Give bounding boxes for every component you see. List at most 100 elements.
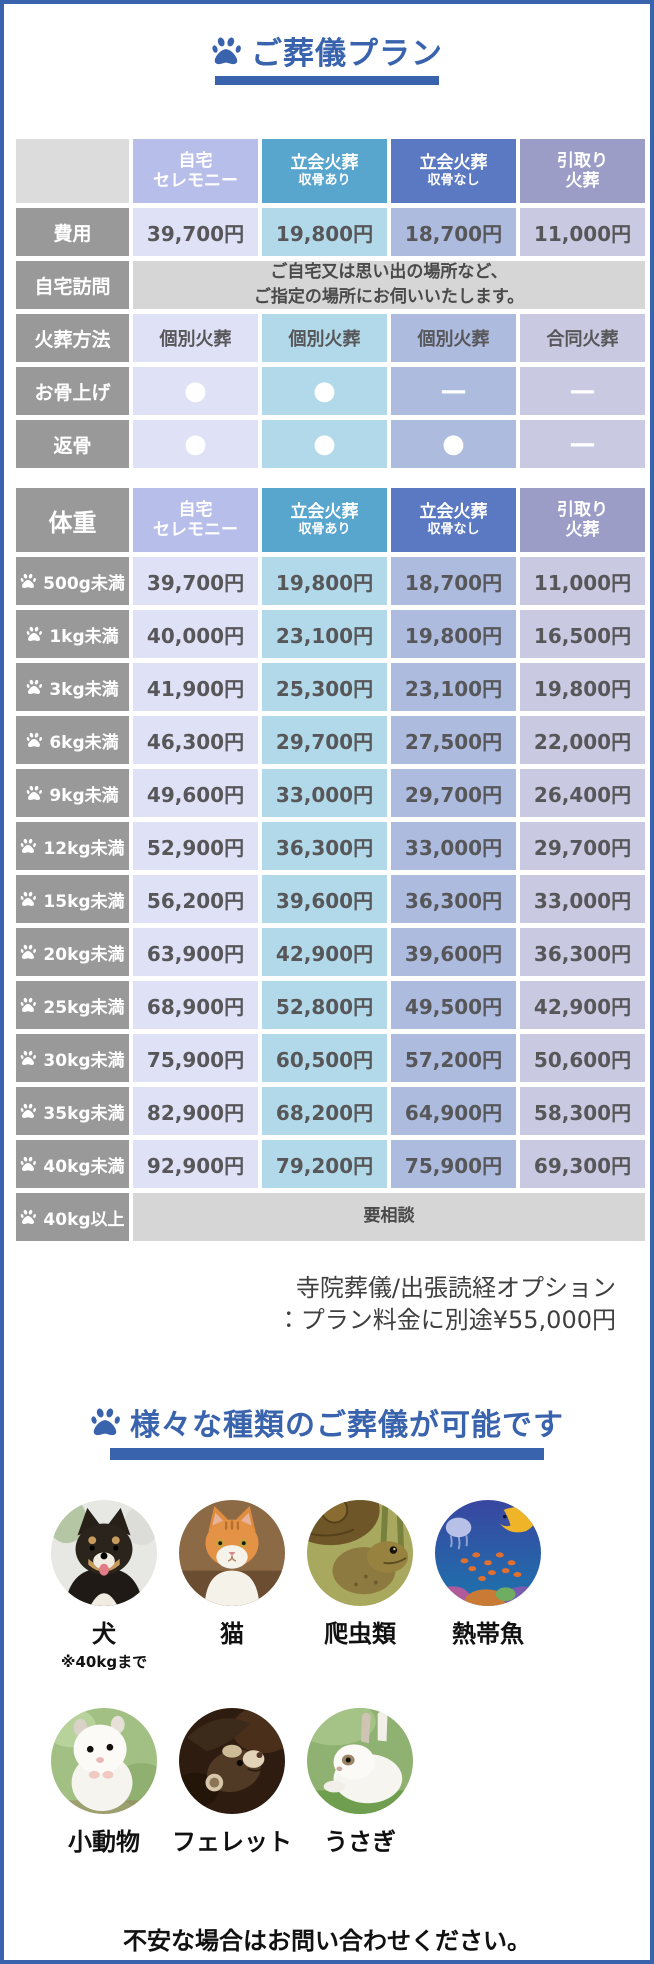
- price-cell: 36,300円: [520, 928, 645, 976]
- price-cell: 18,700円: [391, 208, 516, 256]
- weight-row-label: 9kg未満: [16, 769, 129, 817]
- row-label-cost: 費用: [16, 208, 129, 256]
- paw-icon: [20, 944, 36, 960]
- animal-label: 犬: [92, 1620, 116, 1649]
- price-cell: 46,300円: [133, 716, 258, 764]
- weight-row-label: 6kg未満: [16, 716, 129, 764]
- price-cell: 36,300円: [391, 875, 516, 923]
- availability-mark: —: [520, 367, 645, 415]
- price-cell: 68,900円: [133, 981, 258, 1029]
- price-cell: 42,900円: [262, 928, 387, 976]
- paw-icon: [20, 891, 36, 907]
- price-cell: 52,800円: [262, 981, 387, 1029]
- paw-icon: [20, 1103, 36, 1119]
- animal-label: うさぎ: [324, 1828, 396, 1857]
- section1-title: ご葬儀プラン: [251, 36, 443, 72]
- weight-pricing-table: 体重 自宅 セレモニー 立会火葬 収骨あり 立会火葬 収骨なし 引取り 火葬 5…: [16, 488, 645, 1241]
- tropical-fish-photo: [435, 1500, 541, 1607]
- dog-photo: [51, 1500, 157, 1607]
- animal-label: 猫: [220, 1620, 244, 1649]
- animal-label: 爬虫類: [324, 1620, 396, 1649]
- paw-icon: [211, 36, 241, 66]
- price-cell: 23,100円: [391, 663, 516, 711]
- price-cell: 33,000円: [520, 875, 645, 923]
- price-cell: 16,500円: [520, 610, 645, 658]
- price-cell: 19,800円: [391, 610, 516, 658]
- method-cell: 個別火葬: [262, 314, 387, 362]
- price-cell: 41,900円: [133, 663, 258, 711]
- weight-row-label: 30kg未満: [16, 1034, 129, 1082]
- row-label-home-visit: 自宅訪問: [16, 261, 129, 309]
- method-cell: 合同火葬: [520, 314, 645, 362]
- price-cell: 69,300円: [520, 1140, 645, 1188]
- price-cell: 49,500円: [391, 981, 516, 1029]
- price-cell: 50,600円: [520, 1034, 645, 1082]
- animal-rabbit: うさぎ: [296, 1708, 424, 1857]
- price-cell: 92,900円: [133, 1140, 258, 1188]
- temple-option-note: 寺院葬儀/出張読経オプション ：プラン料金に別途¥55,000円: [276, 1274, 616, 1334]
- paw-icon: [20, 997, 36, 1013]
- availability-mark: ●: [262, 420, 387, 468]
- animal-small-animal: 小動物: [40, 1708, 168, 1857]
- price-cell: 49,600円: [133, 769, 258, 817]
- price-cell: 19,800円: [262, 208, 387, 256]
- price-cell: 60,500円: [262, 1034, 387, 1082]
- weight-row-label: 40kg以上: [16, 1193, 129, 1241]
- price-cell: 33,000円: [262, 769, 387, 817]
- animal-label: 小動物: [68, 1828, 140, 1857]
- price-cell: 64,900円: [391, 1087, 516, 1135]
- price-cell: 63,900円: [133, 928, 258, 976]
- price-cell: 57,200円: [391, 1034, 516, 1082]
- availability-mark: ●: [262, 367, 387, 415]
- dog-weight-note: ※40kgまで: [60, 1653, 148, 1672]
- price-cell: 29,700円: [262, 716, 387, 764]
- price-cell: 18,700円: [391, 557, 516, 605]
- price-cell: 11,000円: [520, 208, 645, 256]
- rabbit-photo: [307, 1708, 413, 1815]
- paw-icon: [26, 626, 42, 642]
- availability-mark: —: [391, 367, 516, 415]
- column-header-attended-without-bones: 立会火葬 収骨なし: [391, 488, 516, 552]
- weight-row-label: 1kg未満: [16, 610, 129, 658]
- section2-title: 様々な種類のご葬儀が可能です: [130, 1408, 564, 1444]
- animal-label: 熱帯魚: [452, 1620, 524, 1649]
- price-cell: 39,700円: [133, 557, 258, 605]
- weight-row-label: 20kg未満: [16, 928, 129, 976]
- price-cell: 82,900円: [133, 1087, 258, 1135]
- small-animal-photo: [51, 1708, 157, 1815]
- animal-cat: 猫: [168, 1500, 296, 1672]
- animal-grid-row1: 犬 ※40kgまで 猫: [40, 1500, 614, 1672]
- paw-icon: [26, 679, 42, 695]
- availability-mark: ●: [133, 420, 258, 468]
- paw-icon: [20, 1209, 36, 1225]
- price-cell: 52,900円: [133, 822, 258, 870]
- column-header-attended-with-bones: 立会火葬 収骨あり: [262, 488, 387, 552]
- availability-mark: ●: [133, 367, 258, 415]
- price-cell: 27,500円: [391, 716, 516, 764]
- price-cell: 79,200円: [262, 1140, 387, 1188]
- weight-row-label: 35kg未満: [16, 1087, 129, 1135]
- paw-icon: [20, 1156, 36, 1172]
- animal-ferret: フェレット: [168, 1708, 296, 1857]
- paw-icon: [20, 573, 36, 589]
- animal-reptile: 爬虫類: [296, 1500, 424, 1672]
- cat-photo: [179, 1500, 285, 1607]
- price-cell: 68,200円: [262, 1087, 387, 1135]
- row-label-bone-pickup: お骨上げ: [16, 367, 129, 415]
- weight-row-label: 25kg未満: [16, 981, 129, 1029]
- contact-prompt-text: 不安な場合はお問い合わせください。: [123, 1927, 531, 1956]
- plan-comparison-table: 自宅 セレモニー 立会火葬 収骨あり 立会火葬 収骨なし 引取り 火葬 費用 3…: [16, 139, 645, 468]
- price-cell: 75,900円: [133, 1034, 258, 1082]
- weight-row-label: 12kg未満: [16, 822, 129, 870]
- price-cell: 39,600円: [262, 875, 387, 923]
- price-cell: 29,700円: [391, 769, 516, 817]
- price-cell: 22,000円: [520, 716, 645, 764]
- price-cell: 19,800円: [262, 557, 387, 605]
- weight-header-cell: 体重: [16, 488, 129, 552]
- reptile-photo: [307, 1500, 413, 1607]
- animal-grid-row2: 小動物 フェレット: [40, 1708, 614, 1857]
- plan-table-corner-cell: [16, 139, 129, 203]
- weight-row-label: 40kg未満: [16, 1140, 129, 1188]
- paw-icon: [20, 838, 36, 854]
- method-cell: 個別火葬: [391, 314, 516, 362]
